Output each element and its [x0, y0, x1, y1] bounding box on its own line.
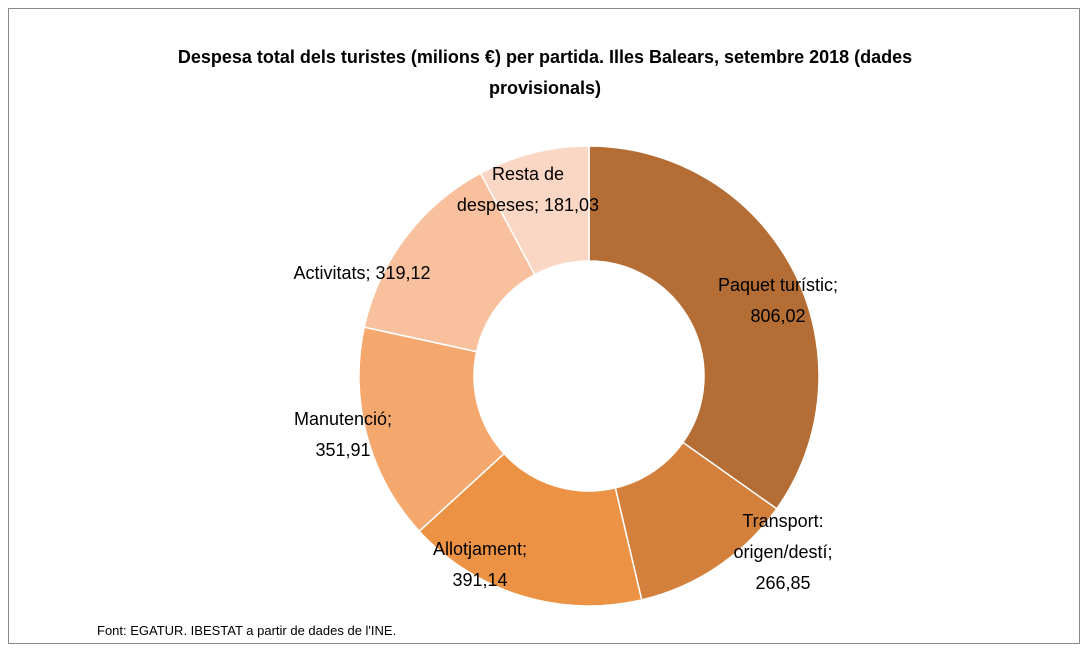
data-label: Manutenció; 351,91 — [263, 404, 423, 466]
chart-title: Despesa total dels turistes (milions €) … — [177, 47, 913, 98]
label-category: Manutenció; — [293, 409, 393, 429]
label-category: Allotjament; — [432, 539, 528, 559]
label-category: Resta de despeses; — [456, 164, 565, 215]
chart-frame — [8, 8, 1080, 644]
source-note: Font: EGATUR. IBESTAT a partir de dades … — [97, 623, 397, 638]
label-value: 266,85 — [755, 573, 811, 593]
label-value: 319,12 — [375, 263, 431, 283]
label-category: Transport: origen/destí; — [733, 511, 833, 562]
data-label: Allotjament; 391,14 — [400, 534, 560, 596]
label-category: Paquet turístic; — [717, 275, 839, 295]
label-value: 391,14 — [452, 570, 508, 590]
slice — [418, 452, 643, 607]
label-category: Activitats; — [293, 263, 371, 283]
data-label: Paquet turístic; 806,02 — [678, 270, 878, 332]
data-label: Resta de despeses; 181,03 — [453, 159, 603, 221]
label-value: 181,03 — [544, 195, 600, 215]
slice — [588, 145, 820, 510]
label-value: 806,02 — [750, 306, 806, 326]
data-label: Transport: origen/destí; 266,85 — [718, 506, 848, 599]
slice — [358, 326, 506, 533]
slice — [479, 145, 590, 276]
label-value: 351,91 — [315, 440, 371, 460]
data-label: Activitats; 319,12 — [232, 258, 492, 289]
